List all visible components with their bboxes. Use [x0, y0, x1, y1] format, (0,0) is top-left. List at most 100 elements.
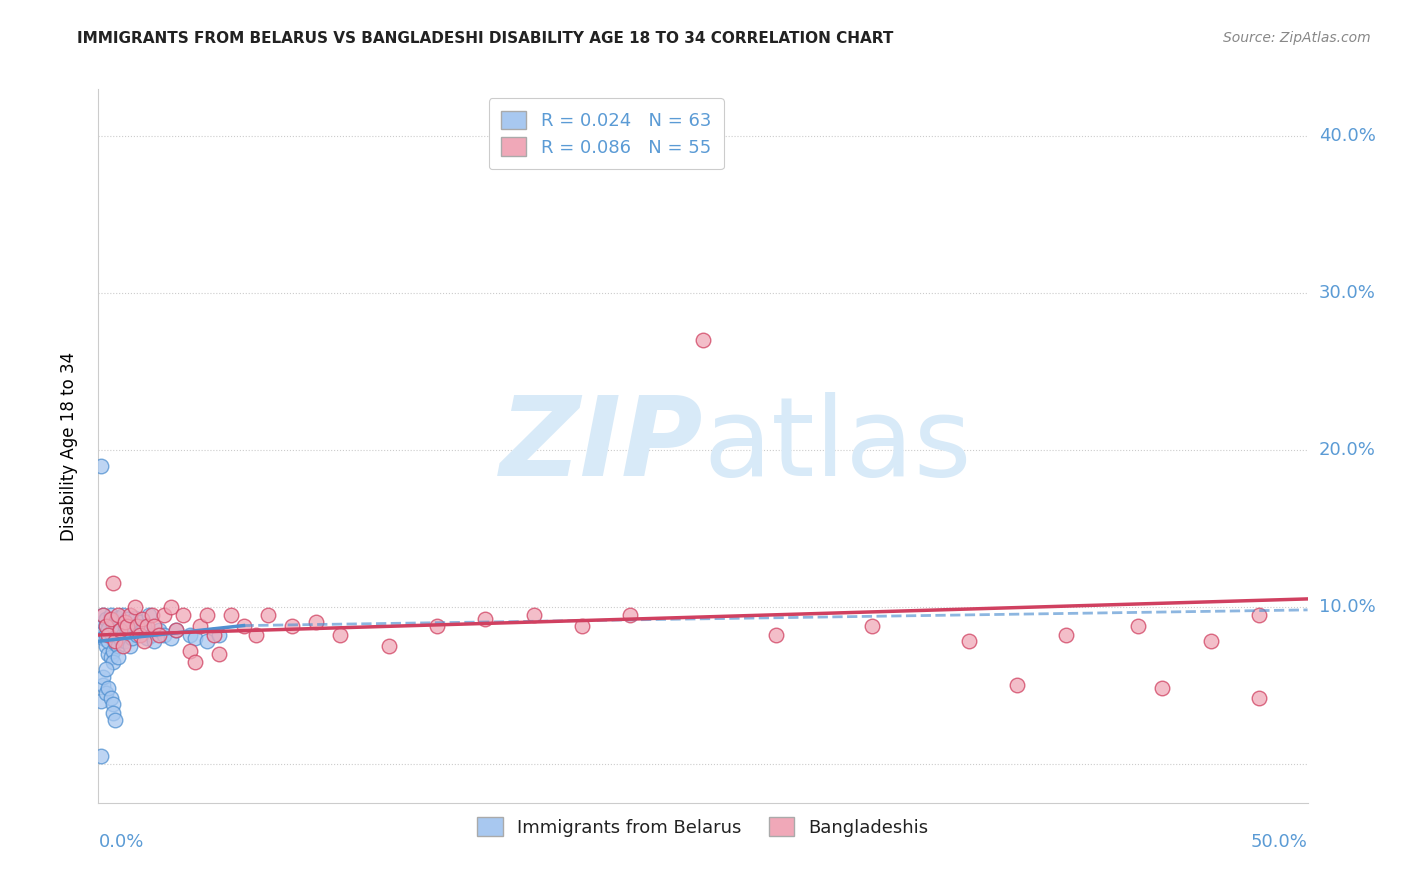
Point — [94, 612, 117, 626]
Point — [104, 636, 127, 650]
Point — [100, 690, 122, 705]
Point — [160, 599, 183, 614]
Point — [184, 631, 207, 645]
Text: ZIP: ZIP — [499, 392, 703, 500]
Point — [111, 639, 134, 653]
Point — [104, 634, 127, 648]
Point — [152, 628, 174, 642]
Point — [1152, 681, 1174, 696]
Point — [100, 607, 122, 622]
Point — [138, 607, 160, 622]
Point — [101, 697, 124, 711]
Text: atlas: atlas — [703, 392, 972, 500]
Point — [118, 618, 141, 632]
Point — [128, 628, 150, 642]
Point — [91, 607, 114, 622]
Point — [121, 631, 143, 645]
Point — [97, 622, 120, 636]
Point — [91, 607, 114, 622]
Point — [619, 607, 641, 622]
Point — [245, 628, 267, 642]
Point — [232, 618, 254, 632]
Point — [101, 618, 124, 632]
Point — [141, 628, 163, 642]
Point — [204, 628, 226, 642]
Point — [860, 618, 883, 632]
Point — [208, 628, 231, 642]
Point — [1249, 607, 1271, 622]
Point — [131, 612, 153, 626]
Point — [377, 639, 399, 653]
Point — [111, 607, 134, 622]
Point — [90, 694, 112, 708]
Point — [571, 618, 593, 632]
Point — [1054, 628, 1077, 642]
Point — [165, 624, 187, 638]
Point — [135, 618, 157, 632]
Text: 0.0%: 0.0% — [98, 833, 143, 851]
Point — [765, 628, 787, 642]
Point — [256, 607, 278, 622]
Point — [148, 628, 170, 642]
Point — [94, 628, 117, 642]
Text: Source: ZipAtlas.com: Source: ZipAtlas.com — [1223, 31, 1371, 45]
Point — [172, 607, 194, 622]
Point — [104, 615, 127, 630]
Text: 10.0%: 10.0% — [1319, 598, 1375, 615]
Point — [107, 607, 129, 622]
Point — [101, 655, 124, 669]
Point — [108, 631, 131, 645]
Point — [107, 639, 129, 653]
Point — [143, 618, 166, 632]
Point — [152, 607, 174, 622]
Point — [1007, 678, 1029, 692]
Point — [94, 639, 117, 653]
Point — [100, 626, 122, 640]
Text: IMMIGRANTS FROM BELARUS VS BANGLADESHI DISABILITY AGE 18 TO 34 CORRELATION CHART: IMMIGRANTS FROM BELARUS VS BANGLADESHI D… — [77, 31, 894, 46]
Point — [118, 607, 141, 622]
Text: 50.0%: 50.0% — [1251, 833, 1308, 851]
Point — [124, 599, 146, 614]
Text: 40.0%: 40.0% — [1319, 128, 1375, 145]
Point — [94, 618, 117, 632]
Point — [957, 634, 980, 648]
Point — [104, 624, 127, 638]
Point — [426, 618, 449, 632]
Point — [135, 631, 157, 645]
Point — [1128, 618, 1150, 632]
Point — [117, 624, 139, 638]
Point — [148, 624, 170, 638]
Point — [91, 631, 114, 645]
Point — [208, 647, 231, 661]
Point — [108, 624, 131, 638]
Point — [134, 618, 156, 632]
Point — [692, 333, 714, 347]
Point — [195, 607, 218, 622]
Y-axis label: Disability Age 18 to 34: Disability Age 18 to 34 — [59, 351, 77, 541]
Point — [160, 631, 183, 645]
Point — [221, 607, 243, 622]
Point — [94, 663, 117, 677]
Point — [143, 634, 166, 648]
Point — [131, 624, 153, 638]
Point — [141, 607, 163, 622]
Point — [94, 686, 117, 700]
Text: 20.0%: 20.0% — [1319, 441, 1375, 458]
Point — [184, 655, 207, 669]
Point — [124, 611, 146, 625]
Point — [523, 607, 546, 622]
Point — [94, 618, 117, 632]
Point — [118, 639, 141, 653]
Point — [107, 649, 129, 664]
Point — [114, 615, 136, 630]
Point — [1249, 690, 1271, 705]
Point — [128, 615, 150, 630]
Point — [111, 628, 134, 642]
Legend: Immigrants from Belarus, Bangladeshis: Immigrants from Belarus, Bangladeshis — [470, 810, 936, 844]
Point — [179, 628, 201, 642]
Point — [100, 612, 122, 626]
Point — [134, 634, 156, 648]
Point — [97, 634, 120, 648]
Point — [281, 618, 304, 632]
Point — [188, 618, 211, 632]
